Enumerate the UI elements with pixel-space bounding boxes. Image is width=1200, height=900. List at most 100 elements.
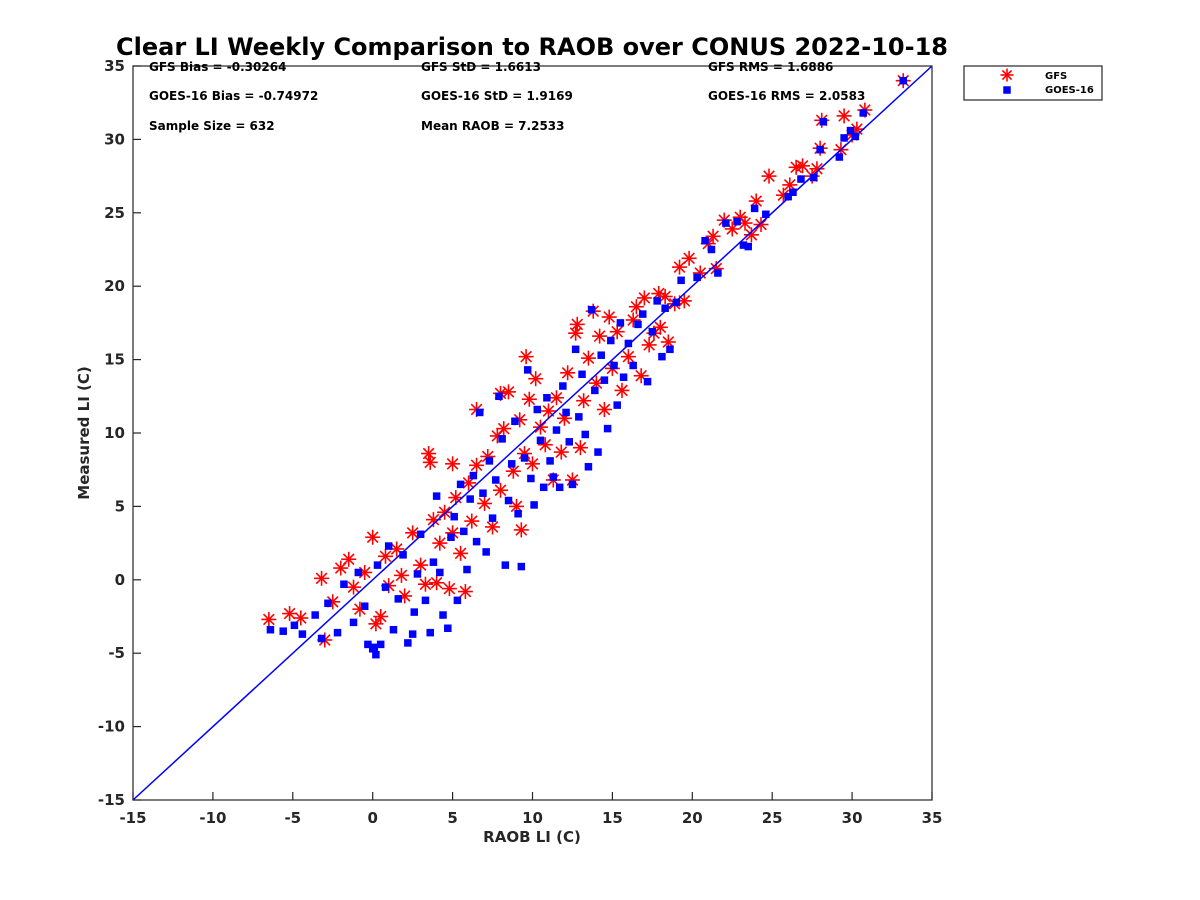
goes16-point — [744, 242, 752, 251]
gfs-point — [724, 221, 740, 237]
goes16-point — [653, 297, 661, 305]
goes16-point — [410, 608, 418, 616]
goes16-point — [511, 417, 519, 426]
y-tick-label: 20 — [104, 277, 125, 295]
x-tick-label: -5 — [284, 809, 301, 827]
goes16-point — [597, 351, 605, 359]
legend-goes-label: GOES-16 — [1045, 85, 1094, 96]
chart-title: Clear LI Weekly Comparison to RAOB over … — [116, 33, 948, 61]
goes16-point — [565, 438, 574, 446]
y-tick-label: 10 — [104, 424, 125, 442]
gfs-point — [485, 519, 501, 535]
goes16-point — [677, 276, 685, 285]
goes16-point — [587, 305, 596, 314]
goes16-point — [360, 602, 369, 610]
x-tick-label: 30 — [842, 809, 863, 827]
y-tick-label: 15 — [104, 351, 125, 369]
goes16-point — [762, 210, 770, 219]
x-tick-label: -15 — [119, 809, 146, 827]
gfs-point — [496, 421, 512, 437]
gfs-point — [437, 504, 453, 520]
goes16-point — [693, 273, 701, 282]
goes16-point — [460, 527, 468, 536]
gfs-point — [569, 316, 585, 332]
gfs-point — [377, 548, 393, 564]
gfs-point — [469, 457, 485, 473]
gfs-point — [314, 570, 330, 586]
legend-gfs-marker — [1000, 68, 1014, 82]
goes16-point — [575, 413, 583, 421]
goes16-point — [485, 457, 494, 465]
goes16-point — [578, 370, 586, 379]
legend-gfs-label: GFS — [1045, 71, 1067, 82]
goes16-point — [450, 512, 458, 521]
gfs-point — [441, 581, 457, 597]
gfs-point — [501, 384, 517, 400]
stat-gfs-std: GFS StD = 1.6613 — [421, 60, 541, 74]
goes16-point — [789, 188, 797, 196]
goes16-point — [498, 435, 506, 443]
goes16-point — [463, 565, 471, 574]
gfs-point — [413, 557, 429, 573]
goes16-point — [311, 611, 319, 619]
goes16-point — [413, 570, 422, 578]
goes16-point — [750, 204, 759, 213]
gfs-point — [521, 391, 537, 407]
x-tick-label: 10 — [522, 809, 543, 827]
y-tick-label: 5 — [115, 497, 125, 515]
gfs-point — [705, 228, 721, 244]
goes16-point — [533, 405, 542, 414]
gfs-point — [809, 161, 825, 177]
goes16-point — [661, 304, 669, 312]
goes16-point — [549, 473, 558, 481]
gfs-point — [572, 440, 588, 456]
goes16-point — [416, 530, 425, 539]
stats-annotations: GFS Bias = -0.30264 GFS StD = 1.6613 GFS… — [149, 60, 865, 133]
goes16-point — [408, 630, 417, 638]
gfs-point — [753, 217, 769, 233]
goes16-point — [453, 596, 462, 605]
goes16-point — [707, 245, 716, 254]
goes16-point — [784, 192, 792, 201]
gfs-point — [636, 290, 652, 306]
gfs-point — [641, 337, 657, 353]
goes16-point — [426, 628, 434, 637]
gfs-point — [620, 349, 636, 365]
goes16-point — [859, 109, 868, 117]
gfs-point — [505, 463, 521, 479]
goes16-point — [591, 386, 599, 395]
goes16-point — [543, 394, 551, 402]
gfs-point — [672, 259, 688, 275]
gfs-point — [333, 560, 349, 576]
gfs-point — [464, 513, 480, 529]
gfs-point — [748, 193, 764, 209]
gfs-point — [457, 584, 473, 600]
gfs-point — [293, 610, 309, 626]
goes16-point — [488, 514, 497, 522]
goes16-point — [530, 501, 538, 509]
goes16-point — [733, 217, 741, 226]
goes16-point — [600, 376, 609, 384]
goes16-point — [404, 639, 412, 647]
goes16-point — [562, 408, 570, 417]
gfs-point — [540, 403, 556, 419]
goes16-point — [376, 640, 385, 649]
gfs-point — [513, 522, 529, 538]
gfs-point — [373, 609, 389, 624]
legend: GFS GOES-16 — [963, 65, 1103, 101]
goes16-point — [421, 596, 430, 605]
legend-gfs-asterisk — [1000, 68, 1014, 82]
goes16-point — [517, 562, 526, 571]
goes16-point — [491, 476, 500, 484]
goes16-point — [364, 640, 372, 649]
goes16-point — [546, 457, 554, 465]
goes16-point — [607, 336, 615, 345]
gfs-point — [681, 250, 697, 266]
gfs-point — [341, 551, 357, 567]
goes16-point — [333, 628, 342, 637]
gfs-point — [532, 419, 548, 435]
goes16-point — [501, 561, 510, 569]
goes16-point — [648, 327, 657, 336]
goes16-point — [482, 548, 490, 556]
x-tick-label: 15 — [602, 809, 623, 827]
